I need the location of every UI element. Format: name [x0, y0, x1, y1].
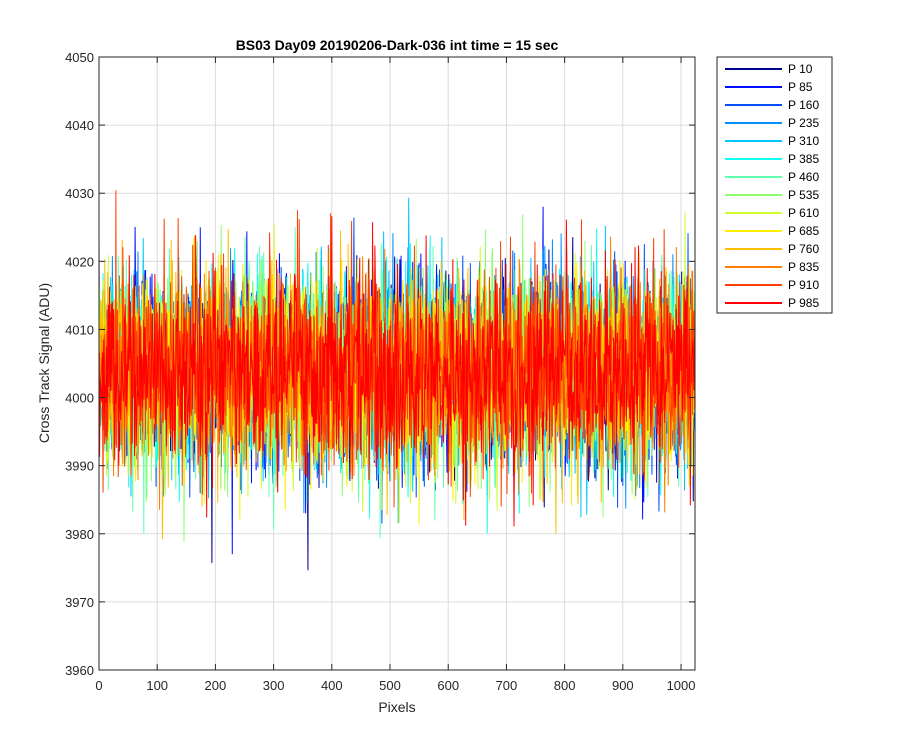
legend-entry-label: P 835 — [788, 260, 819, 274]
y-tick-label: 3990 — [65, 459, 94, 474]
x-tick-label: 200 — [205, 678, 227, 693]
legend-entry-label: P 985 — [788, 296, 819, 310]
x-tick-label: 100 — [146, 678, 168, 693]
plot-lines — [98, 190, 695, 571]
legend-entry-label: P 85 — [788, 80, 813, 94]
y-tick-label: 3970 — [65, 595, 94, 610]
legend-entry-label: P 160 — [788, 98, 819, 112]
x-tick-label: 0 — [95, 678, 102, 693]
x-axis-label: Pixels — [378, 699, 415, 715]
legend-entry-label: P 385 — [788, 152, 819, 166]
legend-entry-label: P 685 — [788, 224, 819, 238]
y-tick-label: 3960 — [65, 663, 94, 678]
y-tick-label: 4020 — [65, 254, 94, 269]
x-tick-label: 400 — [321, 678, 343, 693]
axis-ticks: 0 100 200 300 400 500 600 700 800 900 1000 3960 3970… — [65, 50, 695, 693]
y-tick-label: 4040 — [65, 118, 94, 133]
x-tick-label: 600 — [437, 678, 459, 693]
x-tick-label: 300 — [263, 678, 285, 693]
y-axis-label: Cross Track Signal (ADU) — [36, 283, 52, 443]
chart-title: BS03 Day09 20190206-Dark-036 int time = … — [236, 37, 559, 53]
legend-entry-label: P 910 — [788, 278, 819, 292]
plot-frame — [98, 56, 696, 671]
x-tick-label: 900 — [612, 678, 634, 693]
x-tick-label: 500 — [379, 678, 401, 693]
legend-entry-label: P 760 — [788, 242, 819, 256]
x-tick-label: 800 — [554, 678, 576, 693]
y-tick-label: 4000 — [65, 391, 94, 406]
legend-entry-label: P 10 — [788, 62, 813, 76]
legend-entry-label: P 310 — [788, 134, 819, 148]
series-line-p-985 — [98, 216, 695, 527]
legend-box — [716, 56, 833, 314]
legend-entry-label: P 235 — [788, 116, 819, 130]
y-tick-label: 4030 — [65, 186, 94, 201]
legend-entry-label: P 610 — [788, 206, 819, 220]
legend-entry-label: P 460 — [788, 170, 819, 184]
legend-entry-label: P 535 — [788, 188, 819, 202]
x-tick-label: 700 — [496, 678, 518, 693]
y-tick-label: 4010 — [65, 322, 94, 337]
legend: P 10 P 85 P 160 P 235 P 310 P 385 P 460 P 535 P … — [716, 56, 833, 314]
x-tick-label: 1000 — [667, 678, 696, 693]
y-tick-label: 4050 — [65, 50, 94, 65]
y-tick-label: 3980 — [65, 527, 94, 542]
